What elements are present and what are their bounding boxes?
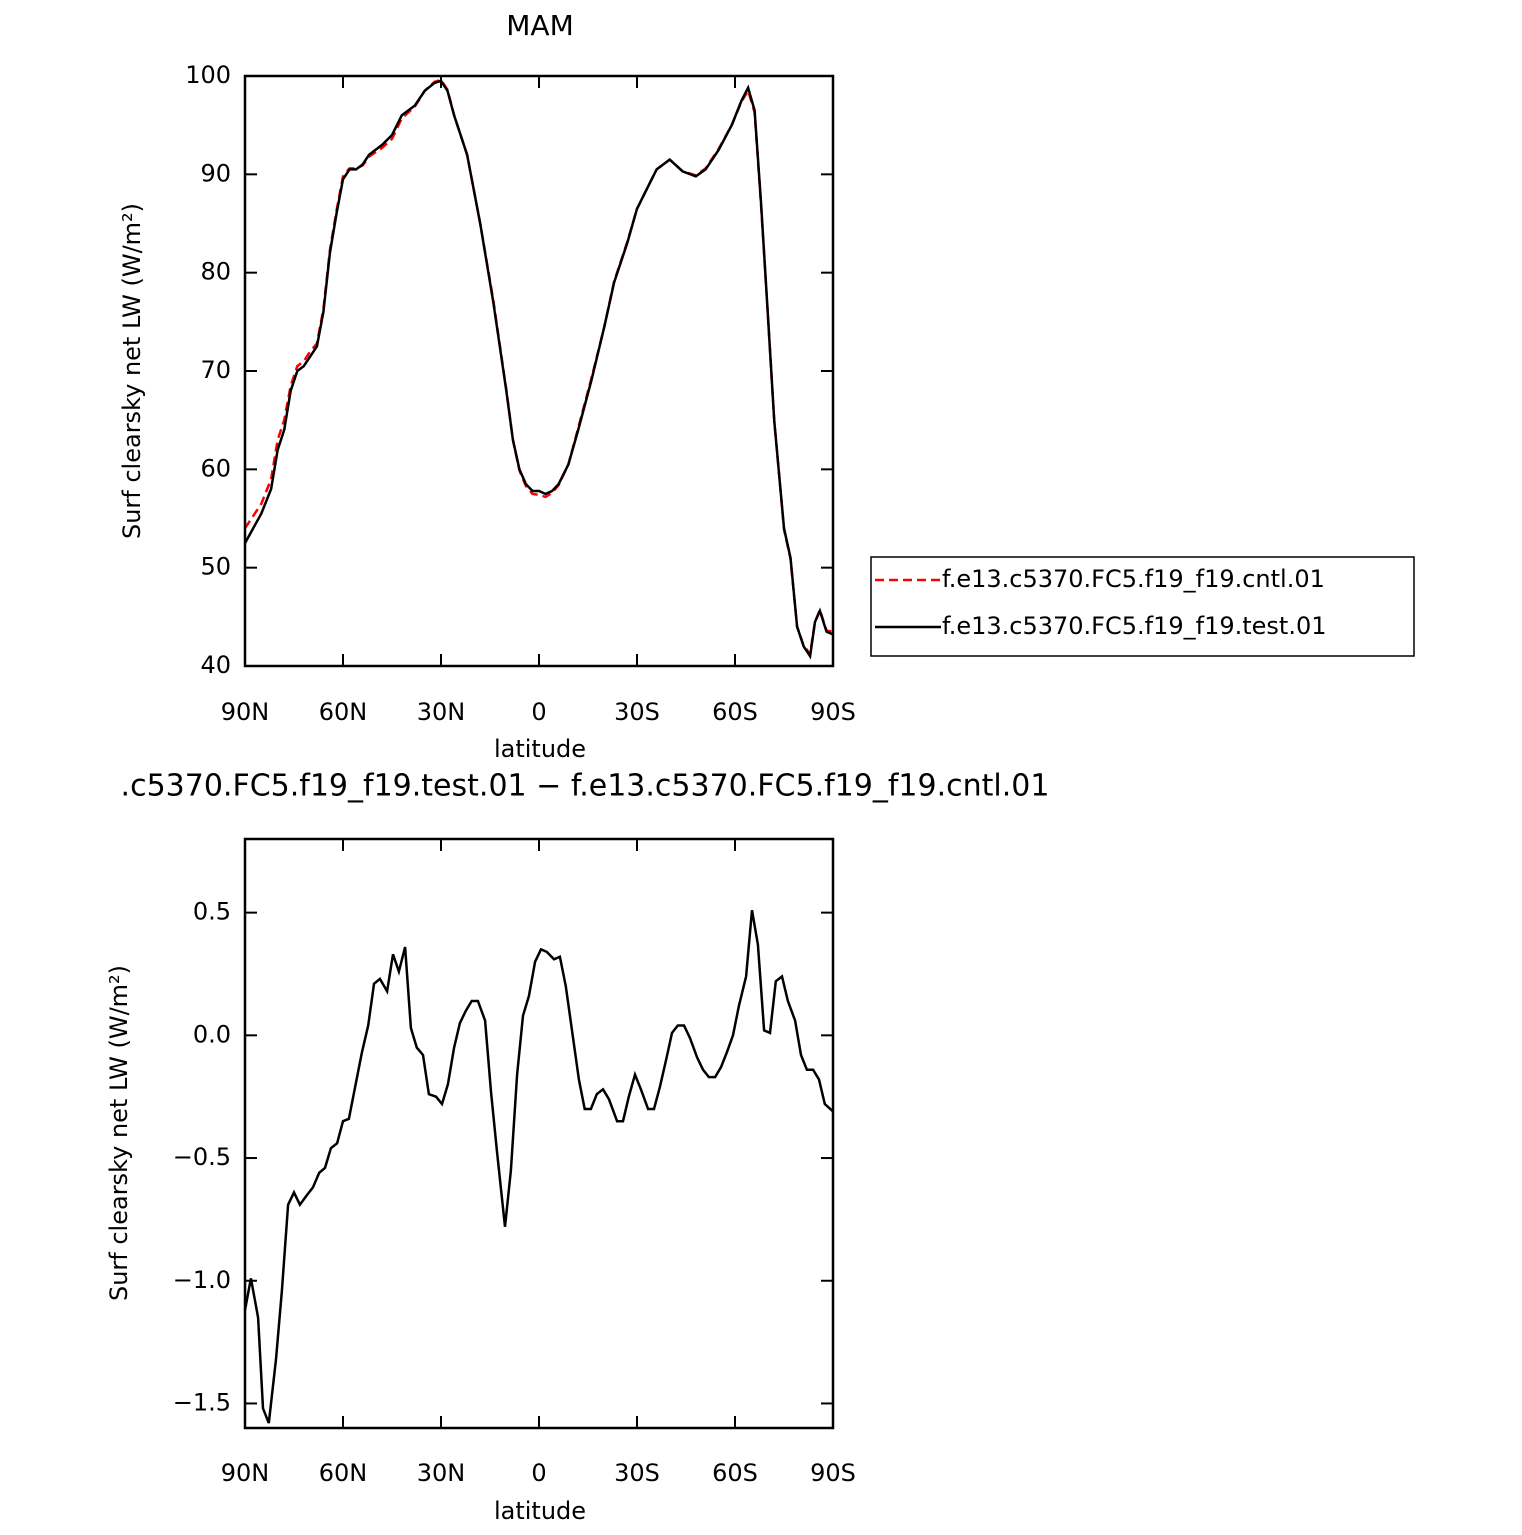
y-tick-label: 40 [200, 651, 231, 679]
x-tick-label: 30S [614, 1459, 660, 1487]
legend-label: f.e13.c5370.FC5.f19_f19.cntl.01 [942, 565, 1325, 593]
y-axis-label: Surf clearsky net LW (W/m²) [105, 965, 133, 1301]
plot-frame [243, 837, 835, 1430]
x-tick-label: 30S [614, 698, 660, 726]
x-axis-label: latitude [494, 1497, 586, 1525]
y-tick-label: 80 [200, 258, 231, 286]
x-tick-label: 30N [417, 1459, 466, 1487]
data-line [243, 78, 834, 658]
data-line [243, 79, 834, 660]
y-tick-label: 0.0 [193, 1020, 231, 1048]
y-tick-label: 100 [185, 61, 231, 89]
y-tick-label: −1.0 [173, 1266, 231, 1294]
legend-label: f.e13.c5370.FC5.f19_f19.test.01 [942, 612, 1327, 640]
x-tick-label: 30N [417, 698, 466, 726]
x-tick-label: 60S [712, 698, 758, 726]
y-tick-label: 70 [200, 356, 231, 384]
data-line [243, 909, 834, 1424]
legend-box [870, 556, 1415, 657]
x-tick-label: 0 [531, 698, 546, 726]
x-tick-label: 90S [810, 1459, 856, 1487]
x-tick-label: 90S [810, 698, 856, 726]
x-tick-label: 60S [712, 1459, 758, 1487]
x-tick-label: 0 [531, 1459, 546, 1487]
y-tick-label: −0.5 [173, 1143, 231, 1171]
y-tick-label: 50 [200, 553, 231, 581]
x-tick-label: 60N [319, 698, 368, 726]
chart-title: MAM [506, 9, 573, 42]
y-tick-label: 90 [200, 159, 231, 187]
chart-title: .c5370.FC5.f19_f19.test.01 − f.e13.c5370… [121, 769, 1050, 804]
plot-frame [243, 74, 835, 668]
y-axis-label: Surf clearsky net LW (W/m²) [118, 203, 146, 539]
y-tick-label: −1.5 [173, 1388, 231, 1416]
x-tick-label: 90N [221, 698, 270, 726]
x-tick-label: 60N [319, 1459, 368, 1487]
x-axis-label: latitude [494, 735, 586, 763]
y-tick-label: 60 [200, 454, 231, 482]
x-tick-label: 90N [221, 1459, 270, 1487]
y-tick-label: 0.5 [193, 898, 231, 926]
